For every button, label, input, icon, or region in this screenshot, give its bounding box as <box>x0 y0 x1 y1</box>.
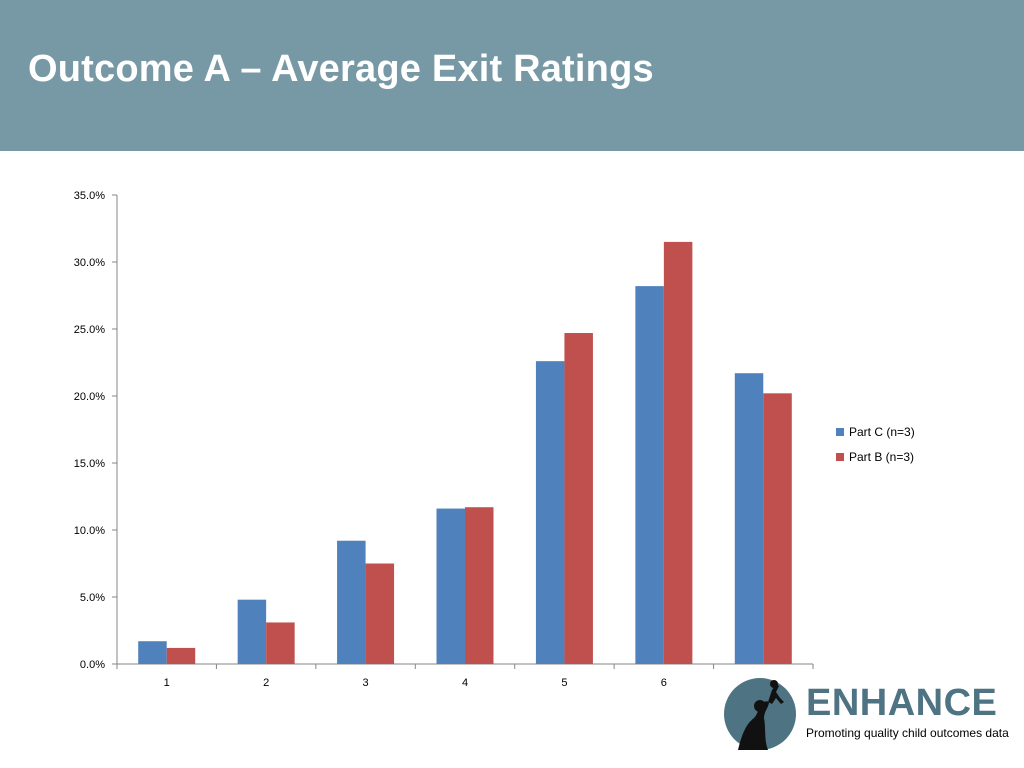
x-tick-label: 6 <box>661 677 667 689</box>
bar <box>166 647 196 664</box>
bar <box>535 361 565 664</box>
bar <box>266 622 295 664</box>
x-tick-labels: 1234567 <box>164 677 767 689</box>
legend-label: Part B (n=3) <box>849 449 915 464</box>
x-tick-label: 5 <box>561 677 567 689</box>
y-tick-label: 15.0% <box>74 458 105 470</box>
slide-title: Outcome A – Average Exit Ratings <box>28 48 654 90</box>
legend-item-part-c: Part C (n=3) <box>836 419 915 444</box>
bar <box>465 507 494 664</box>
legend-label: Part C (n=3) <box>849 424 915 439</box>
y-tick-label: 0.0% <box>80 659 105 671</box>
bar <box>663 241 693 664</box>
x-tick-label: 3 <box>363 677 369 689</box>
logo-wordmark: ENHANCE <box>806 682 998 724</box>
bar <box>734 373 764 664</box>
bar <box>436 508 465 664</box>
title-banner: Outcome A – Average Exit Ratings <box>0 0 1024 151</box>
bar <box>365 563 395 664</box>
parent-lifting-child-icon <box>724 678 796 750</box>
y-tick-label: 5.0% <box>80 592 105 604</box>
enhance-logo: ENHANCE Promoting quality child outcomes… <box>724 676 1014 752</box>
chart-bars <box>138 241 792 664</box>
y-tick-label: 35.0% <box>74 190 105 202</box>
bar <box>337 540 366 664</box>
legend-swatch <box>836 452 844 461</box>
y-tick-label: 10.0% <box>74 525 105 537</box>
y-tick-label: 20.0% <box>74 391 105 403</box>
bar <box>138 641 167 664</box>
y-tick-label: 25.0% <box>74 324 105 336</box>
y-tick-label: 30.0% <box>74 257 105 269</box>
x-tick-label: 1 <box>164 677 170 689</box>
chart-legend: Part C (n=3) Part B (n=3) <box>836 419 915 469</box>
y-tick-labels: 0.0% 5.0% 10.0% 15.0% 20.0% 25.0% 30.0% 35.0% <box>74 190 105 671</box>
bar <box>763 393 792 664</box>
x-tick-label: 4 <box>462 677 468 689</box>
x-tick-label: 2 <box>263 677 269 689</box>
bar <box>564 333 593 664</box>
legend-swatch <box>836 427 844 436</box>
legend-item-part-b: Part B (n=3) <box>836 444 915 469</box>
bar <box>237 599 267 664</box>
logo-tagline: Promoting quality child outcomes data <box>806 726 1009 740</box>
bar <box>635 286 664 664</box>
